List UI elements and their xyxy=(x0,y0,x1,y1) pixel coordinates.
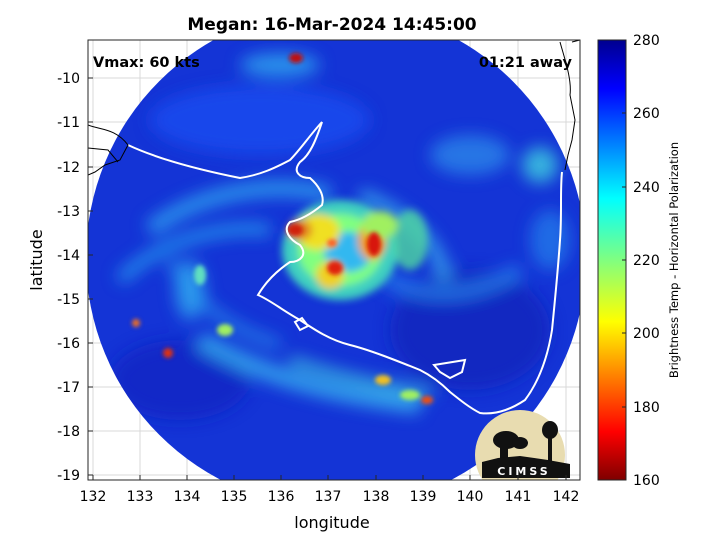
time-away-annotation: 01:21 away xyxy=(479,55,573,71)
y-tick-label: -17 xyxy=(57,380,80,396)
x-tick-label: 136 xyxy=(268,489,295,505)
colorbar-tick-label: 240 xyxy=(633,180,660,196)
microwave-swath xyxy=(88,40,580,480)
tick-marks xyxy=(88,77,567,480)
colorbar-tick-label: 280 xyxy=(633,33,660,49)
vmax-annotation: Vmax: 60 kts xyxy=(93,55,200,71)
x-axis-label: longitude xyxy=(294,513,369,532)
x-tick-label: 133 xyxy=(127,489,154,505)
y-tick-labels: -10 -11 -12 -13 -14 -15 -16 -17 -18 -19 xyxy=(57,71,80,484)
plot-area: Vmax: 60 kts 01:21 away CIMSS xyxy=(87,39,581,481)
colorbar-tick-label: 200 xyxy=(633,326,660,342)
logo-text: CIMSS xyxy=(497,465,550,478)
x-tick-label: 134 xyxy=(174,489,201,505)
y-axis-label: latitude xyxy=(27,229,46,290)
x-tick-label: 139 xyxy=(410,489,437,505)
colorbar-tick-label: 160 xyxy=(633,473,660,489)
x-tick-label: 138 xyxy=(363,489,390,505)
x-tick-label: 142 xyxy=(553,489,580,505)
y-tick-label: -13 xyxy=(57,204,80,220)
coastline xyxy=(127,121,563,415)
cimss-logo: CIMSS xyxy=(475,410,570,480)
x-tick-label: 140 xyxy=(457,489,484,505)
y-tick-label: -16 xyxy=(57,336,80,352)
colorbar-tick-label: 260 xyxy=(633,106,660,122)
colorbar-gradient xyxy=(597,39,627,481)
x-tick-labels: 132 133 134 135 136 137 138 139 140 141 … xyxy=(80,489,580,505)
x-tick-label: 135 xyxy=(221,489,248,505)
plot-border xyxy=(87,39,581,481)
colorbar-tick-label: 180 xyxy=(633,400,660,416)
colorbar-tick-label: 220 xyxy=(633,253,660,269)
x-tick-label: 137 xyxy=(315,489,342,505)
y-tick-label: -18 xyxy=(57,424,80,440)
x-tick-label: 132 xyxy=(80,489,107,505)
y-tick-label: -19 xyxy=(57,468,80,484)
y-tick-label: -11 xyxy=(57,115,80,131)
x-tick-label: 141 xyxy=(505,489,532,505)
y-tick-label: -10 xyxy=(57,71,80,87)
colorbar: 280 260 240 220 200 180 160 Brightness T… xyxy=(597,33,681,489)
figure-title: Megan: 16-Mar-2024 14:45:00 xyxy=(187,15,476,35)
coastline-outside xyxy=(88,40,580,176)
colorbar-label: Brightness Temp - Horizontal Polarizatio… xyxy=(667,142,681,378)
y-tick-label: -14 xyxy=(57,248,80,264)
y-tick-label: -12 xyxy=(57,160,80,176)
y-tick-label: -15 xyxy=(57,292,80,308)
